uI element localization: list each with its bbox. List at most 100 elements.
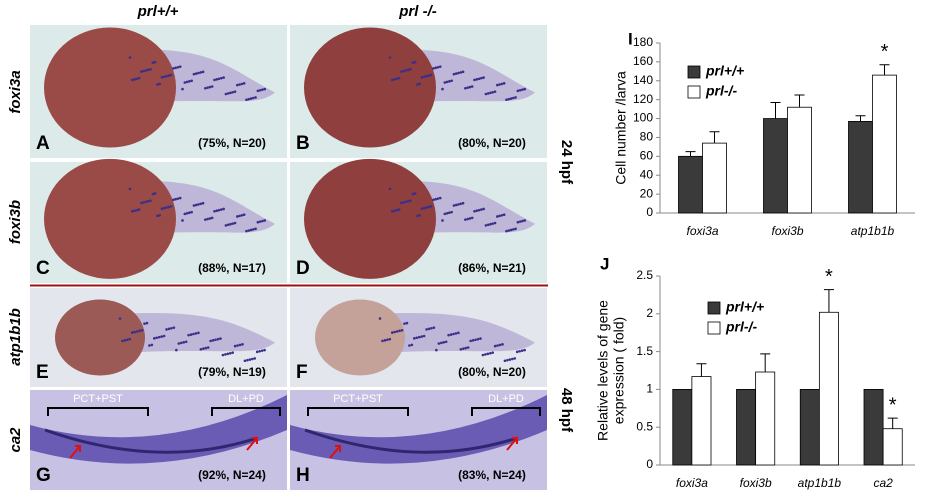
cell-dot <box>442 341 446 344</box>
cell-dot <box>189 333 193 336</box>
cell-dot <box>388 337 392 341</box>
cell-dot <box>213 78 216 82</box>
cell-dot <box>172 198 175 202</box>
error-bar <box>887 417 898 429</box>
yolk <box>44 158 176 279</box>
cell-dot <box>404 69 408 72</box>
cell-dot <box>137 76 141 80</box>
cell-dot <box>418 213 421 217</box>
error-bar <box>770 102 781 119</box>
cell-dot <box>505 229 508 233</box>
cell-dot <box>238 83 241 86</box>
cell-dot <box>146 68 150 72</box>
cell-dot <box>247 229 251 232</box>
cell-dot <box>469 339 472 343</box>
cell-dot <box>430 326 433 330</box>
row-label: foxi3a <box>7 70 24 113</box>
bracket <box>211 407 281 416</box>
cell-dot <box>395 330 399 333</box>
cell-dot <box>511 357 514 361</box>
bar <box>755 371 776 466</box>
panel-letter: A <box>36 133 50 154</box>
y-tick-label: 0 <box>646 205 653 219</box>
cell-dot <box>484 353 487 356</box>
cell-dot <box>429 205 433 208</box>
cell-dot <box>425 328 428 331</box>
y-tick-label: 180 <box>633 35 653 49</box>
cell-dot <box>175 348 178 352</box>
cell-dot <box>254 96 257 99</box>
cell-dot <box>233 90 237 93</box>
cell-dot <box>402 69 406 73</box>
cell-dot <box>126 338 129 342</box>
cell-dot <box>146 199 150 203</box>
duct <box>304 428 518 454</box>
y-tick-label: 0 <box>646 457 653 471</box>
x-tick-label: atp1b1b <box>798 476 842 490</box>
error-bar <box>855 115 866 122</box>
panel-letter: E <box>36 362 49 383</box>
cell-dot <box>123 339 127 342</box>
legend-swatch <box>687 85 701 99</box>
bar <box>799 388 820 466</box>
cell-dot <box>176 65 180 69</box>
cell-dot <box>512 228 515 231</box>
cell-dot <box>199 71 203 74</box>
cell-dot <box>450 210 453 214</box>
cell-dot <box>220 76 223 80</box>
cell-dot <box>245 98 248 102</box>
cell-dot <box>162 206 166 210</box>
cell-dot <box>143 322 146 325</box>
cell-dot <box>482 76 485 79</box>
cell-dot <box>226 352 230 356</box>
cell-dot <box>201 201 205 205</box>
cell-dot <box>204 346 208 350</box>
cell-dot <box>491 90 495 94</box>
cell-dot <box>434 197 437 201</box>
cell-dot <box>165 74 168 78</box>
cell-dot <box>498 343 502 347</box>
arrow <box>329 445 341 459</box>
cell-dot <box>226 92 230 95</box>
cell-dot <box>157 335 161 339</box>
cell-dot <box>464 346 468 350</box>
cell-dot <box>148 344 151 347</box>
cell-dot <box>413 337 416 340</box>
cell-dot <box>468 85 472 89</box>
cell-dot <box>253 357 257 360</box>
panel-caption: (80%, N=20) <box>458 136 526 150</box>
cell-dot <box>197 203 200 206</box>
cell-dot <box>201 70 205 74</box>
cell-dot <box>260 349 264 352</box>
x-tick-label: atp1b1b <box>851 224 895 238</box>
cell-dot <box>443 212 447 216</box>
cell-dot <box>427 327 431 331</box>
cell-dot <box>470 216 474 220</box>
cell-dot <box>502 213 506 217</box>
cell-dot <box>130 78 134 82</box>
cell-dot <box>158 82 161 86</box>
cell-dot <box>476 337 480 341</box>
cell-dot <box>397 76 401 80</box>
cell-dot <box>229 222 232 226</box>
cell-dot <box>204 86 207 90</box>
cell-dot <box>505 98 508 102</box>
cell-dot <box>493 344 497 348</box>
cell-dot <box>501 343 504 346</box>
legend-label: prl+/+ <box>725 299 764 315</box>
cell-dot <box>395 77 399 81</box>
arrow <box>506 437 518 451</box>
cell-dot <box>142 69 145 73</box>
panel-caption: (83%, N=24) <box>458 468 526 482</box>
yolk <box>304 158 436 279</box>
cell-dot <box>452 204 456 207</box>
y-tick-label: 80 <box>640 130 654 144</box>
cell-dot <box>481 353 485 357</box>
cell-dot <box>488 351 492 355</box>
cell-dot <box>231 222 235 225</box>
cell-dot <box>473 78 476 82</box>
y-tick-label: 40 <box>640 167 654 181</box>
cell-dot <box>429 73 433 77</box>
yolk <box>55 299 145 376</box>
cell-dot <box>209 339 212 343</box>
